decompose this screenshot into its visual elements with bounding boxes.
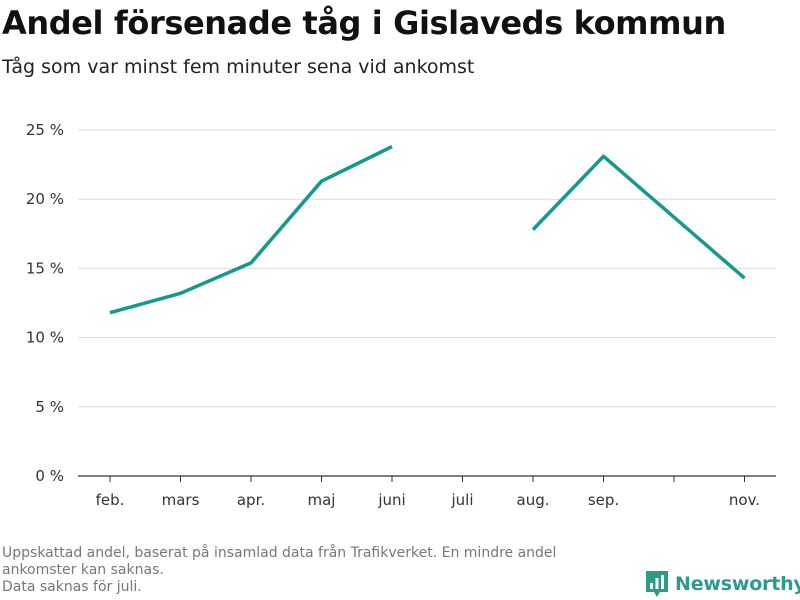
series-line-segment <box>531 154 746 280</box>
brand-name: Newsworthy <box>675 573 800 595</box>
x-tick-label: feb. <box>96 491 125 509</box>
x-tick-label: maj <box>308 491 336 509</box>
series-lines <box>109 145 746 315</box>
y-tick-label: 15 % <box>26 259 64 277</box>
y-tick-label: 5 % <box>35 398 64 416</box>
footnote-line-2: ankomster kan saknas. <box>2 562 164 578</box>
brand-logo: Newsworthy <box>645 570 800 598</box>
y-tick-label: 10 % <box>26 329 64 347</box>
x-tick-label: sep. <box>588 491 619 509</box>
x-tick-label: aug. <box>517 491 550 509</box>
chart-title: Andel försenade tåg i Gislaveds kommun <box>2 4 726 42</box>
footnote: Uppskattad andel, baserat på insamlad da… <box>2 545 642 596</box>
footnote-line-1: Uppskattad andel, baserat på insamlad da… <box>2 545 557 561</box>
y-axis-ticks: 0 % 5 % 10 % 15 % 20 % 25 % <box>26 121 64 485</box>
x-tick-label: juni <box>377 491 405 509</box>
y-tick-label: 25 % <box>26 121 64 139</box>
bar-chart-logo-icon <box>646 571 668 597</box>
y-tick-label: 0 % <box>35 467 64 485</box>
x-tick-label: mars <box>162 491 200 509</box>
line-chart: 0 % 5 % 10 % 15 % 20 % 25 % feb. mars apr. maj ju… <box>26 121 776 509</box>
x-axis: feb. mars apr. maj juni juli aug. sep. nov. <box>78 475 776 509</box>
x-tick-label: nov. <box>729 491 760 509</box>
y-tick-label: 20 % <box>26 190 64 208</box>
grid-lines <box>78 129 776 408</box>
x-tick-label: apr. <box>237 491 265 509</box>
x-tick-label: juli <box>450 491 473 509</box>
series-line-segment <box>109 145 393 315</box>
chart-subtitle: Tåg som var minst fem minuter sena vid a… <box>2 56 475 78</box>
footnote-line-3: Data saknas för juli. <box>2 579 142 595</box>
